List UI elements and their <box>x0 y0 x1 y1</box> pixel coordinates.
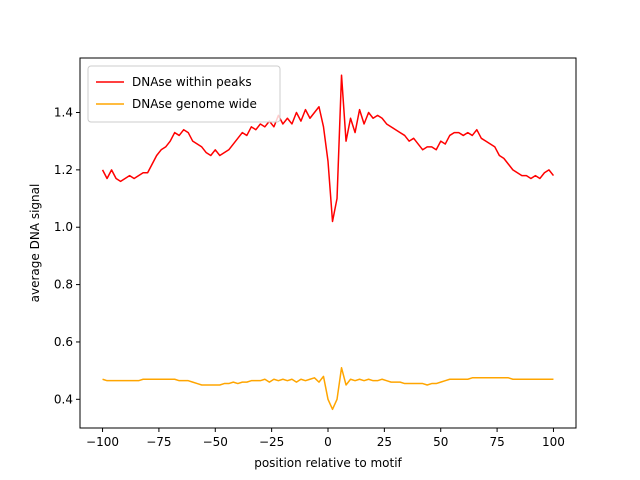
y-tick-label: 1.2 <box>54 163 73 177</box>
y-tick-label: 0.8 <box>54 278 73 292</box>
data-line <box>102 367 554 411</box>
legend-box <box>87 65 281 123</box>
x-tick-label: −25 <box>259 435 284 449</box>
y-tick-label: 1.0 <box>54 220 73 234</box>
x-tick-label: 0 <box>324 435 332 449</box>
data-line <box>101 74 555 223</box>
legend-label: DNAse within peaks <box>132 75 252 89</box>
x-tick-label: −75 <box>146 435 171 449</box>
y-tick-label: 1.4 <box>54 105 73 119</box>
x-tick-label: 75 <box>489 435 504 449</box>
legend-label: DNAse genome wide <box>132 97 257 111</box>
x-tick-label: 50 <box>433 435 448 449</box>
x-tick-label: 25 <box>377 435 392 449</box>
x-tick-label: −50 <box>203 435 228 449</box>
x-tick-label: 100 <box>542 435 565 449</box>
x-axis-label: position relative to motif <box>254 456 402 470</box>
y-tick-label: 0.4 <box>54 392 73 406</box>
x-tick-label: −100 <box>86 435 119 449</box>
y-axis-label: average DNA signal <box>28 184 42 303</box>
y-tick-label: 0.6 <box>54 335 73 349</box>
